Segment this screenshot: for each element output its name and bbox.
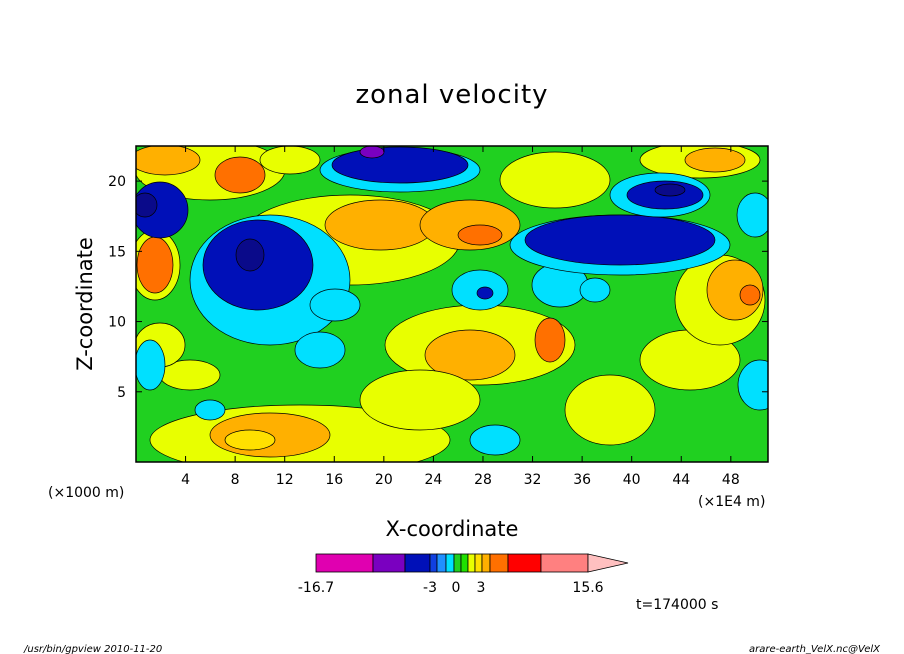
field-contour bbox=[736, 192, 768, 238]
x-tick-label: 28 bbox=[474, 472, 492, 488]
colorbar-segment bbox=[315, 553, 374, 573]
y-tick-label: 20 bbox=[108, 174, 126, 190]
colorbar-segment bbox=[436, 553, 447, 573]
field-contour bbox=[564, 374, 656, 446]
field-contour bbox=[457, 224, 503, 246]
field-contour bbox=[324, 199, 436, 251]
field-contour bbox=[524, 214, 716, 266]
colorbar-segment bbox=[404, 553, 431, 573]
x-tick-label: 44 bbox=[672, 472, 690, 488]
field-contour bbox=[534, 317, 566, 363]
velocity-field bbox=[136, 146, 768, 462]
x-unit-label: (×1E4 m) bbox=[698, 494, 765, 510]
time-annotation: t=174000 s bbox=[636, 597, 718, 613]
colorbar-label: 0 bbox=[452, 580, 461, 596]
colorbar-segment bbox=[453, 553, 462, 573]
field-contour bbox=[224, 429, 276, 451]
field-contour bbox=[309, 288, 361, 322]
colorbar-label: 3 bbox=[477, 580, 486, 596]
chart-title: zonal velocity bbox=[355, 80, 548, 110]
colorbar-segment bbox=[474, 553, 483, 573]
y-axis-label: Z-coordinate bbox=[73, 237, 97, 371]
field-contour bbox=[579, 277, 611, 303]
field-contour bbox=[424, 329, 516, 381]
field-contour bbox=[359, 369, 481, 431]
x-tick-label: 20 bbox=[375, 472, 393, 488]
x-tick-label: 48 bbox=[722, 472, 740, 488]
x-tick-label: 40 bbox=[623, 472, 641, 488]
colorbar-segment bbox=[372, 553, 406, 573]
x-tick-label: 16 bbox=[325, 472, 343, 488]
colorbar-segment bbox=[429, 553, 438, 573]
field-contour bbox=[136, 146, 201, 176]
colorbar-label: -16.7 bbox=[298, 580, 334, 596]
colorbar-segment bbox=[460, 553, 469, 573]
field-contour bbox=[259, 146, 321, 175]
y-tick-label: 15 bbox=[108, 244, 126, 260]
colorbar-extend-arrow bbox=[587, 553, 629, 573]
colorbar-segment bbox=[481, 553, 491, 573]
colorbar bbox=[315, 553, 629, 573]
y-tick-label: 5 bbox=[117, 385, 126, 401]
field-contour bbox=[136, 236, 174, 294]
y-axis-ticks: 5 10 15 20 bbox=[108, 174, 768, 401]
field-contour bbox=[136, 192, 158, 218]
footer-left: /usr/bin/gpview 2010-11-20 bbox=[23, 644, 162, 654]
field-contour bbox=[194, 399, 226, 421]
footer-right: arare-earth_VelX.nc@VelX bbox=[749, 644, 881, 654]
colorbar-label: -3 bbox=[423, 580, 437, 596]
x-tick-label: 32 bbox=[524, 472, 542, 488]
colorbar-segment bbox=[507, 553, 542, 573]
y-tick-label: 10 bbox=[108, 315, 126, 331]
field-contour bbox=[499, 151, 611, 209]
x-tick-label: 12 bbox=[276, 472, 294, 488]
plot-frame bbox=[135, 145, 769, 463]
field-contour bbox=[476, 286, 494, 300]
x-tick-label: 4 bbox=[181, 472, 190, 488]
field-contour bbox=[739, 284, 761, 306]
field-contour bbox=[359, 146, 385, 159]
field-contour bbox=[684, 147, 746, 173]
colorbar-segment bbox=[489, 553, 509, 573]
colorbar-segment bbox=[467, 553, 476, 573]
field-contour bbox=[737, 359, 768, 411]
y-unit-label: (×1000 m) bbox=[48, 485, 124, 501]
field-contour bbox=[294, 331, 346, 369]
x-tick-label: 36 bbox=[573, 472, 591, 488]
field-contour bbox=[654, 183, 686, 197]
field-contour bbox=[331, 146, 469, 184]
colorbar-segment bbox=[445, 553, 455, 573]
colorbar-segment bbox=[540, 553, 589, 573]
field-contour bbox=[136, 339, 166, 391]
colorbar-label: 15.6 bbox=[572, 580, 603, 596]
field-contour bbox=[469, 424, 521, 456]
field-contour bbox=[214, 156, 266, 194]
colorbar-labels: -16.7 -3 0 3 15.6 bbox=[298, 580, 604, 596]
x-axis-label: X-coordinate bbox=[386, 517, 519, 541]
x-tick-label: 8 bbox=[231, 472, 240, 488]
x-tick-label: 24 bbox=[424, 472, 442, 488]
x-axis-ticks: 4 8 12 16 20 24 28 32 36 40 44 48 bbox=[181, 146, 740, 488]
field-contour bbox=[235, 238, 265, 272]
